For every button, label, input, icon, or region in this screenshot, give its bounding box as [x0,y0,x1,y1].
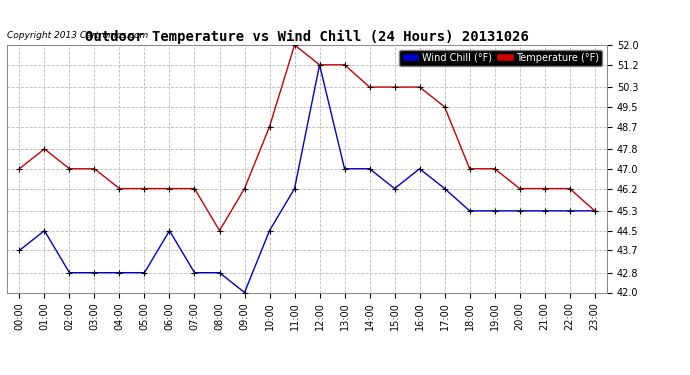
Text: Copyright 2013 Cartronics.com: Copyright 2013 Cartronics.com [7,31,148,40]
Legend: Wind Chill (°F), Temperature (°F): Wind Chill (°F), Temperature (°F) [399,50,602,66]
Title: Outdoor Temperature vs Wind Chill (24 Hours) 20131026: Outdoor Temperature vs Wind Chill (24 Ho… [85,30,529,44]
